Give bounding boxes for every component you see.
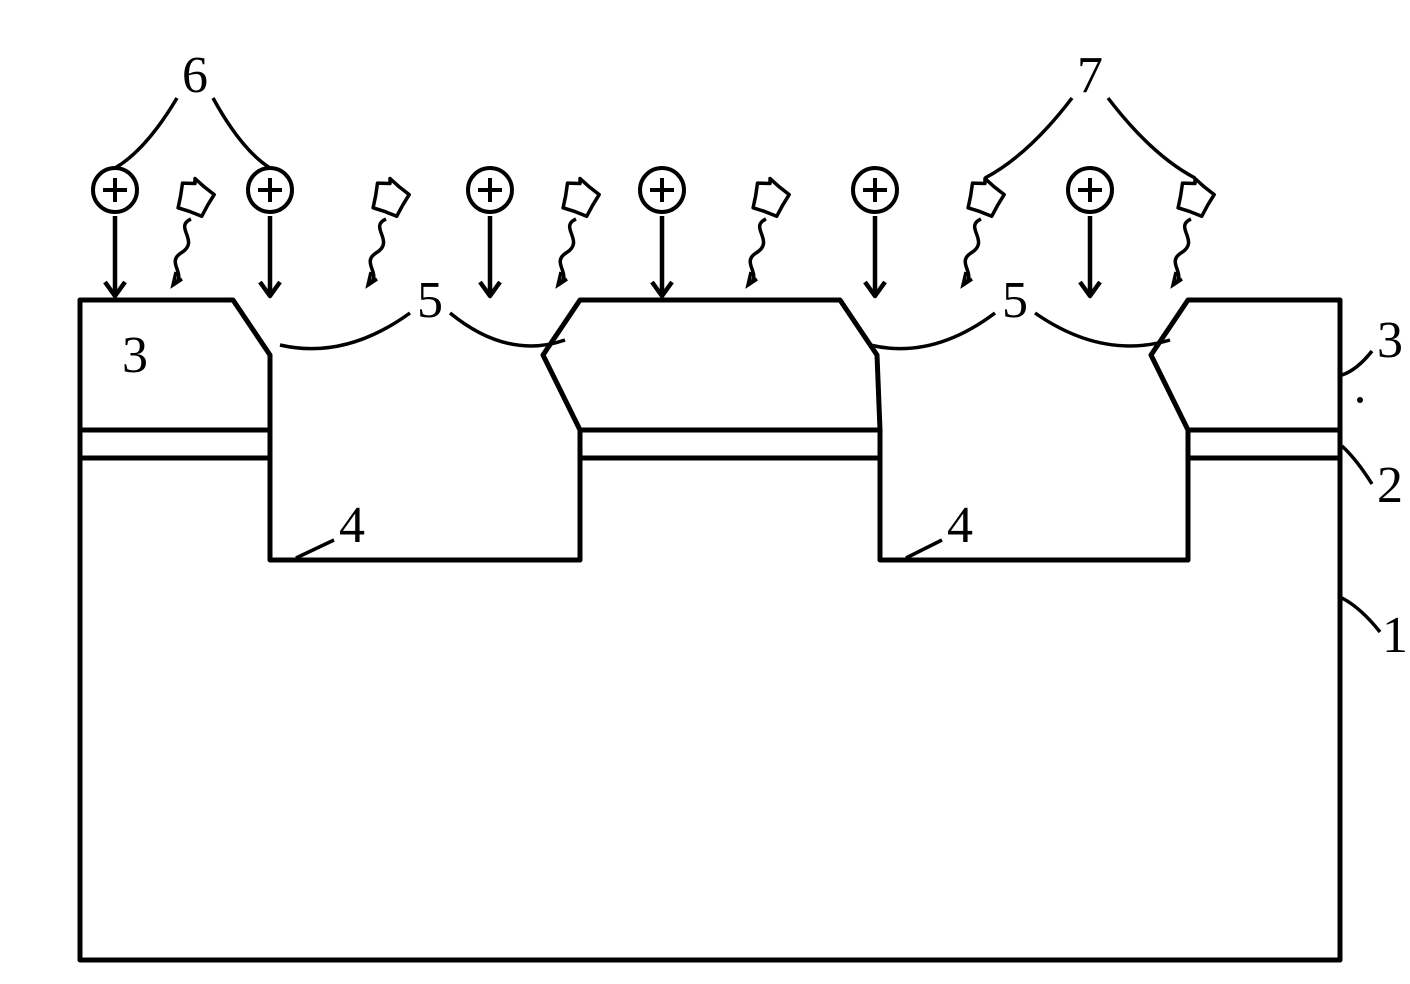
ion [853,168,897,296]
ion [248,168,292,296]
label-3-right: 3 [1377,312,1403,369]
label-2: 2 [1377,457,1403,514]
leader-4a [296,540,334,558]
leader-5b-l [870,313,995,349]
cross-section-structure [80,300,1340,960]
radical [173,179,214,286]
diagram-canvas: 6 7 5 5 4 4 3 3 2 1 [0,0,1410,984]
label-7: 7 [1077,47,1103,104]
leader-4b [906,540,942,558]
leader-6a [115,98,177,168]
radical [558,179,599,286]
radical [963,179,1004,286]
leader-5a-r [450,313,565,346]
label-4-right: 4 [947,497,973,554]
ion [93,168,137,296]
label-6: 6 [182,47,208,104]
leader-7a [985,98,1072,178]
reference-labels: 6 7 5 5 4 4 3 3 2 1 [122,47,1408,664]
label-4-left: 4 [339,497,365,554]
ion [640,168,684,296]
leader-3r [1342,351,1372,375]
ion [468,168,512,296]
plasma-particles [93,168,1214,296]
leader-2 [1342,446,1372,484]
leader-5a-l [280,313,410,349]
outline-path [80,300,1340,960]
stray-dot [1357,397,1363,403]
radical [748,179,789,286]
leader-1 [1342,598,1380,632]
leader-5b-r [1035,313,1170,346]
leader-6b [213,98,270,168]
leader-7b [1108,98,1195,178]
radical [1173,179,1214,286]
label-1: 1 [1382,607,1408,664]
ion [1068,168,1112,296]
label-3-left: 3 [122,327,148,384]
label-5-right: 5 [1002,272,1028,329]
label-5-left: 5 [417,272,443,329]
radical [368,179,409,286]
